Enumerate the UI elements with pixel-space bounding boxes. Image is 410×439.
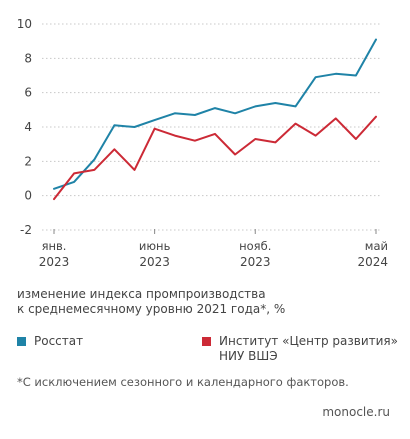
y-tick-label--2: -2 [20, 223, 32, 237]
x-tick-month-2: нояб. [239, 239, 271, 253]
x-tick-year-1: 2023 [139, 255, 170, 269]
x-tick-month-1: июнь [139, 239, 171, 253]
source-label: monocle.ru [322, 405, 390, 419]
legend-label-hse-line-1: Институт «Центр развития» [219, 334, 398, 348]
series-line-0 [53, 38, 377, 190]
caption-line-1: изменение индекса промпроизводства [17, 287, 266, 301]
y-tick-label-10: 10 [17, 17, 32, 31]
legend-label-hse-line-2: НИУ ВШЭ [219, 349, 278, 363]
y-tick-label-0: 0 [24, 189, 32, 203]
grid-lines [42, 23, 382, 231]
x-tick-month-0: янв. [42, 239, 67, 253]
y-axis-ticks: -2 0 2 4 6 8 10 [17, 17, 32, 237]
caption-line-2: к среднемесячному уровню 2021 года*, % [17, 302, 286, 316]
y-tick-label-8: 8 [24, 51, 32, 65]
legend-swatch-hse [202, 337, 211, 346]
y-tick-label-6: 6 [24, 86, 32, 100]
x-tick-year-0: 2023 [39, 255, 70, 269]
x-tick-year-2: 2023 [240, 255, 271, 269]
x-tick-year-3: 2024 [357, 255, 388, 269]
chart-caption: изменение индекса промпроизводства к сре… [17, 287, 397, 317]
legend-swatch-rosstat [17, 337, 26, 346]
series-line-1 [53, 115, 377, 201]
x-tick-month-3: май [365, 239, 388, 253]
series-lines [53, 38, 377, 201]
legend-label-hse: Институт «Центр развития» НИУ ВШЭ [219, 334, 398, 364]
x-axis-ticks: янв. 2023 июнь 2023 нояб. 2023 май 2024 [39, 229, 388, 269]
line-chart: -2 0 2 4 6 8 10 янв. 2023 июнь 2023 нояб. 2023 май 20… [17, 17, 388, 269]
y-tick-label-4: 4 [24, 120, 32, 134]
legend-label-rosstat: Росстат [34, 334, 84, 348]
footnote: *С исключением сезонного и календарного … [17, 375, 349, 389]
y-tick-label-2: 2 [24, 154, 32, 168]
